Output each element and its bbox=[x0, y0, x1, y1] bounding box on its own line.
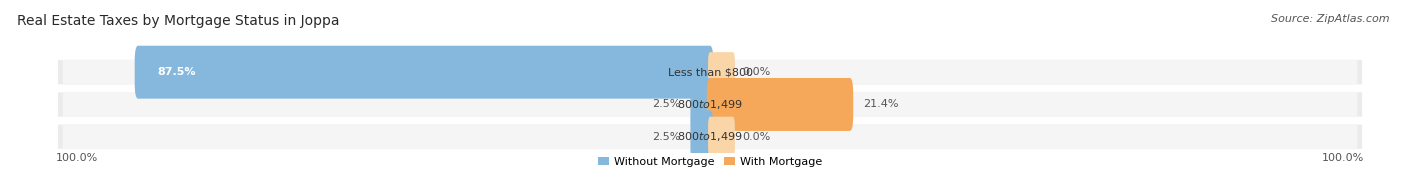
Text: $800 to $1,499: $800 to $1,499 bbox=[678, 98, 742, 111]
Text: 2.5%: 2.5% bbox=[652, 99, 681, 109]
FancyBboxPatch shape bbox=[63, 92, 1357, 117]
FancyBboxPatch shape bbox=[690, 78, 713, 131]
FancyBboxPatch shape bbox=[56, 123, 1364, 151]
FancyBboxPatch shape bbox=[63, 60, 1357, 85]
FancyBboxPatch shape bbox=[56, 91, 1364, 118]
Legend: Without Mortgage, With Mortgage: Without Mortgage, With Mortgage bbox=[598, 157, 823, 167]
Text: Real Estate Taxes by Mortgage Status in Joppa: Real Estate Taxes by Mortgage Status in … bbox=[17, 14, 339, 28]
FancyBboxPatch shape bbox=[63, 124, 1357, 149]
FancyBboxPatch shape bbox=[56, 58, 1364, 86]
Text: Source: ZipAtlas.com: Source: ZipAtlas.com bbox=[1271, 14, 1389, 24]
Text: 100.0%: 100.0% bbox=[1322, 153, 1364, 163]
Text: $800 to $1,499: $800 to $1,499 bbox=[678, 130, 742, 143]
Text: 0.0%: 0.0% bbox=[742, 67, 770, 77]
Text: Less than $800: Less than $800 bbox=[668, 67, 752, 77]
FancyBboxPatch shape bbox=[707, 78, 853, 131]
FancyBboxPatch shape bbox=[709, 117, 735, 157]
Text: 0.0%: 0.0% bbox=[742, 132, 770, 142]
Text: 21.4%: 21.4% bbox=[863, 99, 898, 109]
FancyBboxPatch shape bbox=[709, 52, 735, 92]
FancyBboxPatch shape bbox=[135, 46, 713, 99]
FancyBboxPatch shape bbox=[690, 110, 713, 163]
Text: 2.5%: 2.5% bbox=[652, 132, 681, 142]
Text: 87.5%: 87.5% bbox=[157, 67, 195, 77]
Text: 100.0%: 100.0% bbox=[56, 153, 98, 163]
